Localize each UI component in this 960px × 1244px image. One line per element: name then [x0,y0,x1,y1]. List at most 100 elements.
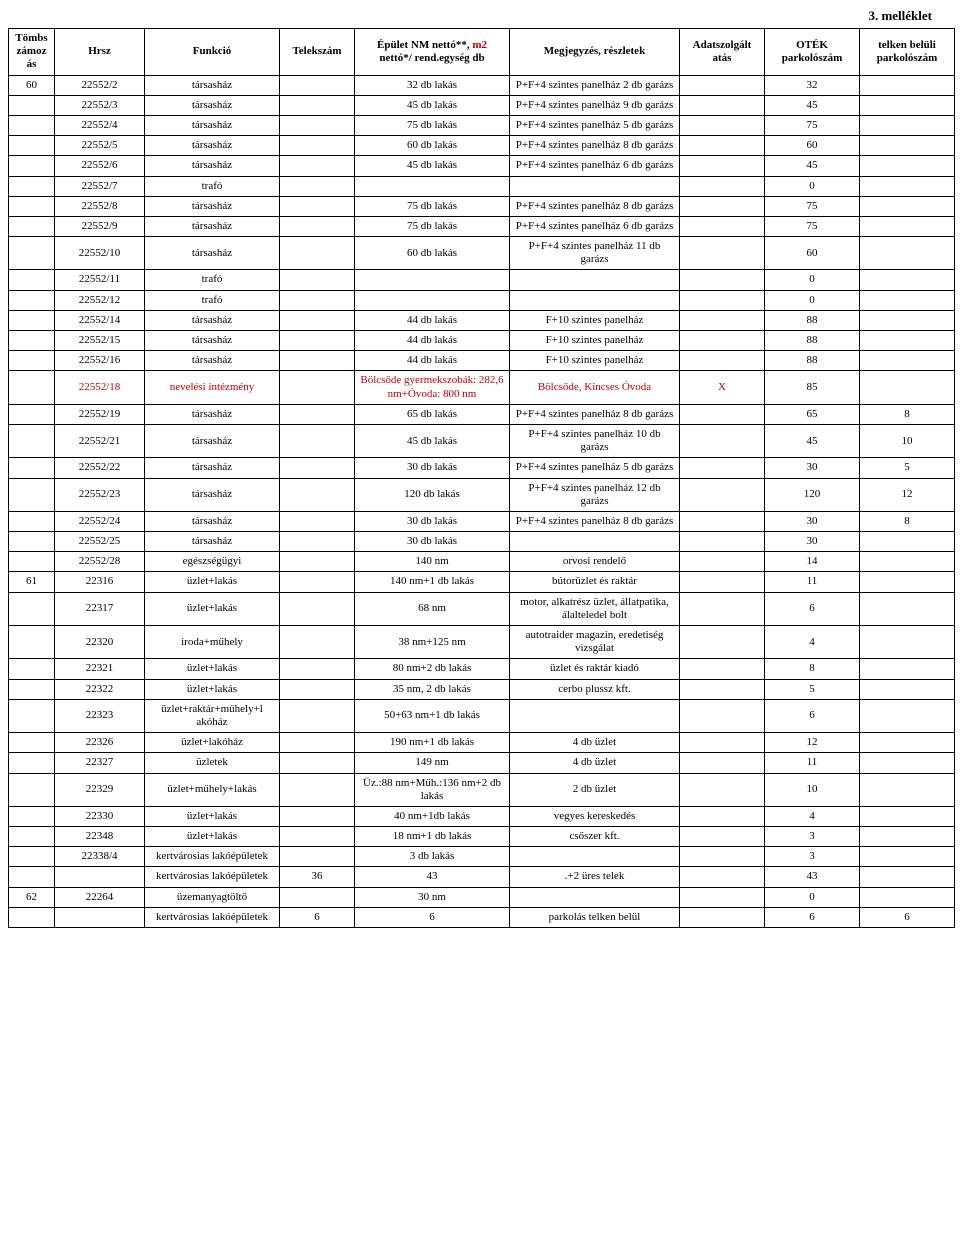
cell-epulet: 45 db lakás [355,156,510,176]
cell-epulet: 149 nm [355,753,510,773]
cell-otek: 32 [765,75,860,95]
cell-megj: P+F+4 szintes panelház 6 db garázs [510,216,680,236]
cell-otek: 4 [765,626,860,659]
cell-telek [280,806,355,826]
cell-otek: 3 [765,827,860,847]
cell-funk: üzlet+raktár+műhely+l akóház [145,699,280,732]
cell-megj: P+F+4 szintes panelház 9 db garázs [510,95,680,115]
cell-tomb [9,216,55,236]
cell-megj: P+F+4 szintes panelház 5 db garázs [510,115,680,135]
table-row: 22552/24társasház30 db lakásP+F+4 szinte… [9,511,955,531]
cell-adat [680,887,765,907]
cell-belul: 8 [860,404,955,424]
cell-telek: 6 [280,907,355,927]
table-row: 22552/12trafó0 [9,290,955,310]
cell-belul [860,887,955,907]
cell-megj: orvosi rendelő [510,552,680,572]
cell-epulet: 45 db lakás [355,95,510,115]
cell-funk: társasház [145,115,280,135]
cell-hrsz: 22552/15 [55,331,145,351]
table-row: 22552/4társasház 75 db lakásP+F+4 szintes… [9,115,955,135]
header-telekszam: Telekszám [280,29,355,76]
cell-epulet: 32 db lakás [355,75,510,95]
cell-belul [860,196,955,216]
cell-otek: 12 [765,733,860,753]
cell-hrsz: 22264 [55,887,145,907]
cell-tomb [9,351,55,371]
cell-adat [680,753,765,773]
table-row: 22348üzlet+lakás18 nm+1 db lakáscsőszer … [9,827,955,847]
cell-belul: 10 [860,424,955,457]
cell-telek [280,371,355,404]
cell-megj: üzlet és raktár kiadó [510,659,680,679]
cell-megj: Bölcsőde, Kincses Óvoda [510,371,680,404]
cell-tomb: 62 [9,887,55,907]
table-row: kertvárosias lakóépületek3643.+2 üres te… [9,867,955,887]
cell-megj: P+F+4 szintes panelház 8 db garázs [510,136,680,156]
cell-epulet: 60 db lakás [355,237,510,270]
cell-hrsz: 22322 [55,679,145,699]
cell-hrsz: 22338/4 [55,847,145,867]
cell-telek [280,887,355,907]
cell-funk: üzlet+lakás [145,572,280,592]
cell-belul [860,806,955,826]
cell-adat [680,331,765,351]
cell-hrsz: 22552/21 [55,424,145,457]
cell-telek [280,331,355,351]
cell-hrsz [55,867,145,887]
table-row: 22552/19társasház65 db lakásP+F+4 szinte… [9,404,955,424]
header-hrsz: Hrsz [55,29,145,76]
page-title: 3. melléklet [8,8,952,24]
cell-otek: 0 [765,887,860,907]
cell-telek [280,310,355,330]
cell-adat [680,733,765,753]
cell-tomb [9,659,55,679]
cell-telek [280,478,355,511]
cell-adat [680,270,765,290]
cell-adat [680,196,765,216]
header-epulet-l1: Épület NM nettó**, [377,39,470,51]
cell-belul [860,552,955,572]
table-row: 22552/9társasház75 db lakásP+F+4 szintes… [9,216,955,236]
cell-belul [860,659,955,679]
cell-hrsz: 22552/4 [55,115,145,135]
table-row: 22552/8társasház75 db lakásP+F+4 szintes… [9,196,955,216]
cell-hrsz: 22552/28 [55,552,145,572]
cell-adat: X [680,371,765,404]
cell-adat [680,907,765,927]
cell-megj [510,270,680,290]
cell-epulet: 75 db lakás [355,115,510,135]
table-row: 22552/15társasház44 db lakásF+10 szintes… [9,331,955,351]
cell-hrsz: 22552/9 [55,216,145,236]
cell-otek: 30 [765,532,860,552]
cell-otek: 30 [765,458,860,478]
cell-megj [510,532,680,552]
cell-epulet [355,290,510,310]
cell-funk: társasház [145,136,280,156]
cell-megj: P+F+4 szintes panelház 8 db garázs [510,404,680,424]
cell-belul [860,310,955,330]
cell-megj: 2 db üzlet [510,773,680,806]
cell-otek: 60 [765,136,860,156]
cell-hrsz: 22327 [55,753,145,773]
cell-tomb [9,270,55,290]
cell-otek: 11 [765,572,860,592]
table-row: 22323üzlet+raktár+műhely+l akóház50+63 n… [9,699,955,732]
cell-epulet: 38 nm+125 nm [355,626,510,659]
cell-megj: F+10 szintes panelház [510,310,680,330]
cell-megj: parkolás telken belül [510,907,680,927]
cell-adat [680,115,765,135]
cell-telek [280,659,355,679]
cell-megj [510,176,680,196]
cell-tomb [9,115,55,135]
cell-tomb [9,679,55,699]
cell-adat [680,626,765,659]
cell-telek [280,753,355,773]
cell-funk: társasház [145,478,280,511]
cell-epulet: 30 db lakás [355,511,510,531]
cell-tomb [9,867,55,887]
cell-telek [280,156,355,176]
cell-telek [280,424,355,457]
cell-adat [680,532,765,552]
header-row: Tömbs zámoz ás Hrsz Funkció Telekszám Ép… [9,29,955,76]
